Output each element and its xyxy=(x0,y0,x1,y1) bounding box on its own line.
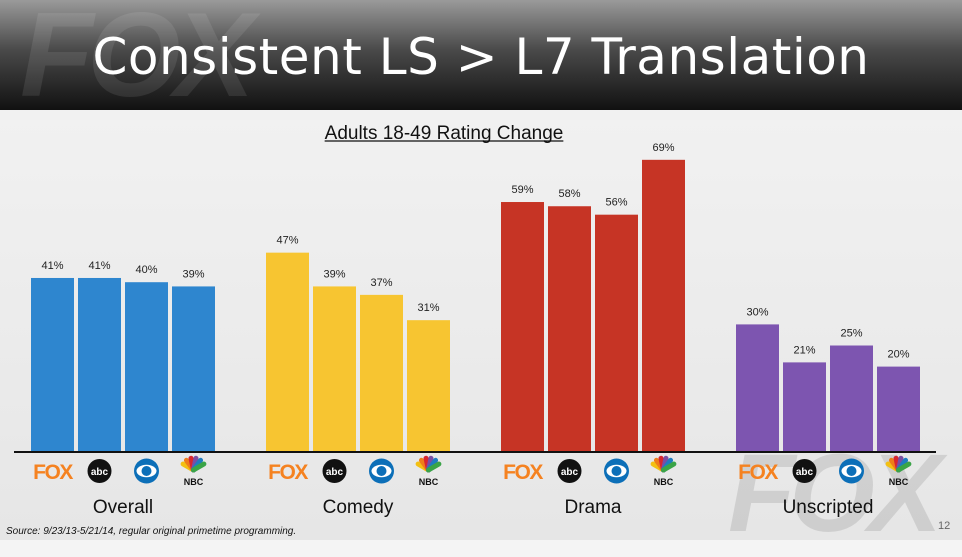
svg-text:abc: abc xyxy=(326,467,344,478)
data-label-unscripted-abc: 21% xyxy=(793,344,815,356)
cbs-eye-logo xyxy=(134,458,159,484)
data-label-unscripted-fox: 30% xyxy=(746,306,768,318)
svg-text:abc: abc xyxy=(796,467,814,478)
svg-text:NBC: NBC xyxy=(654,477,674,487)
svg-text:NBC: NBC xyxy=(889,477,909,487)
slide-title: Consistent LS > L7 Translation xyxy=(92,28,870,86)
bar-comedy-cbs xyxy=(360,294,403,451)
bar-unscripted-abc xyxy=(783,362,826,451)
data-label-drama-nbc: 69% xyxy=(652,142,674,154)
bar-drama-nbc xyxy=(642,159,685,451)
svg-text:abc: abc xyxy=(561,467,579,478)
svg-text:FOX: FOX xyxy=(503,461,543,484)
category-label-drama: Drama xyxy=(564,497,621,518)
abc-logo: abc xyxy=(87,459,112,483)
data-label-overall-abc: 41% xyxy=(88,260,110,272)
bar-unscripted-fox xyxy=(736,324,779,451)
cbs-eye-logo xyxy=(604,458,629,484)
svg-text:FOX: FOX xyxy=(33,461,73,484)
nbc-peacock-logo: NBC xyxy=(180,455,207,487)
category-label-unscripted: Unscripted xyxy=(783,497,874,518)
data-label-comedy-nbc: 31% xyxy=(417,302,439,314)
bar-comedy-nbc xyxy=(407,320,450,451)
bar-overall-nbc xyxy=(172,286,215,451)
data-label-drama-fox: 59% xyxy=(511,184,533,196)
data-label-comedy-abc: 39% xyxy=(323,268,345,280)
bar-comedy-abc xyxy=(313,286,356,451)
data-label-unscripted-nbc: 20% xyxy=(887,349,909,361)
bars-layer: 41% 41% 40% 39% 47% 39% 37% 31% 59% 58% 56% 69% 30% 2… xyxy=(31,142,920,451)
abc-logo: abc xyxy=(557,459,582,483)
svg-text:NBC: NBC xyxy=(184,477,204,487)
logos-layer: FOX abc NBC FOX abc NBC FOX abc NBC FOX abc NBC xyxy=(33,455,912,487)
bar-unscripted-nbc xyxy=(877,366,920,451)
bar-comedy-fox xyxy=(266,252,309,451)
fox-logo: FOX xyxy=(268,461,310,484)
nbc-peacock-logo: NBC xyxy=(650,455,677,487)
fox-logo: FOX xyxy=(503,461,545,484)
data-label-drama-abc: 58% xyxy=(558,188,580,200)
data-label-overall-fox: 41% xyxy=(41,260,63,272)
page-number: 12 xyxy=(938,520,951,532)
chart-title: Adults 18-49 Rating Change xyxy=(325,123,564,144)
data-label-overall-nbc: 39% xyxy=(182,268,204,280)
category-label-comedy: Comedy xyxy=(323,497,394,518)
svg-text:FOX: FOX xyxy=(738,461,778,484)
nbc-peacock-logo: NBC xyxy=(415,455,442,487)
category-label-overall: Overall xyxy=(93,497,153,518)
bar-drama-abc xyxy=(548,206,591,451)
group-labels-layer: Overall Comedy Drama Unscripted xyxy=(93,497,874,518)
slide-header: FOX Consistent LS > L7 Translation xyxy=(0,0,962,110)
data-label-comedy-fox: 47% xyxy=(276,235,298,247)
data-label-overall-cbs: 40% xyxy=(135,264,157,276)
rating-change-chart: Adults 18-49 Rating Change 41% 41% 40% 39%4… xyxy=(14,123,936,518)
svg-text:abc: abc xyxy=(91,467,109,478)
fox-logo: FOX xyxy=(738,461,780,484)
abc-logo: abc xyxy=(322,459,347,483)
fox-logo: FOX xyxy=(33,461,75,484)
cbs-eye-logo xyxy=(369,458,394,484)
abc-logo: abc xyxy=(792,459,817,483)
data-label-drama-cbs: 56% xyxy=(605,197,627,209)
data-label-comedy-cbs: 37% xyxy=(370,277,392,289)
source-note: Source: 9/23/13-5/21/14, regular origina… xyxy=(6,526,297,537)
bar-overall-cbs xyxy=(125,282,168,451)
bar-drama-cbs xyxy=(595,214,638,451)
bar-unscripted-cbs xyxy=(830,345,873,451)
nbc-peacock-logo: NBC xyxy=(885,455,912,487)
data-label-unscripted-cbs: 25% xyxy=(840,328,862,340)
svg-text:NBC: NBC xyxy=(419,477,439,487)
svg-text:FOX: FOX xyxy=(268,461,308,484)
fox-watermark-header: FOX xyxy=(20,0,255,110)
cbs-eye-logo xyxy=(839,458,864,484)
bar-overall-abc xyxy=(78,277,121,451)
bar-overall-fox xyxy=(31,277,74,451)
bar-drama-fox xyxy=(501,202,544,451)
